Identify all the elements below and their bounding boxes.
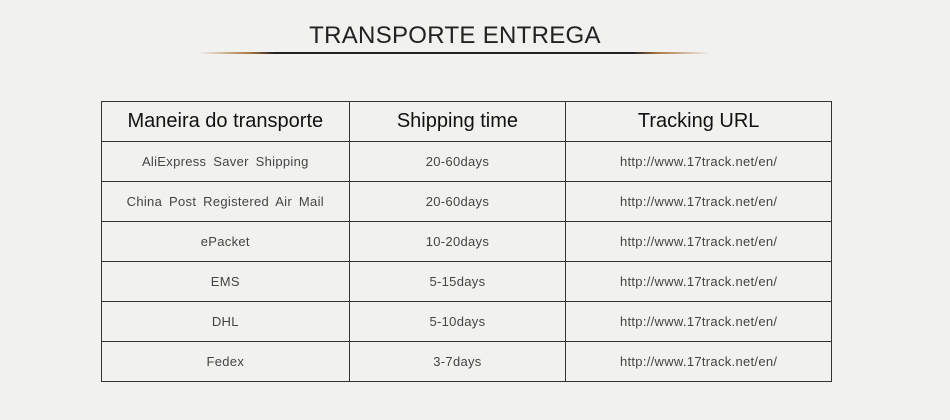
url-cell[interactable]: http://www.17track.net/en/ — [565, 181, 832, 222]
shipping-table: Maneira do transporte Shipping time Trac… — [101, 101, 832, 382]
method-cell: AliExpress Saver Shipping — [101, 141, 350, 182]
header-tracking-url: Tracking URL — [565, 101, 832, 142]
header-shipping-time: Shipping time — [348, 101, 567, 142]
table-row: China Post Registered Air Mail 20-60days… — [101, 181, 832, 222]
title-underline — [198, 52, 710, 54]
table-row: Fedex 3-7days http://www.17track.net/en/ — [101, 341, 832, 382]
time-cell: 20-60days — [348, 181, 567, 222]
url-cell[interactable]: http://www.17track.net/en/ — [565, 301, 832, 342]
time-cell: 5-10days — [348, 301, 567, 342]
page-title: TRANSPORTE ENTREGA — [309, 22, 601, 49]
time-cell: 5-15days — [348, 261, 567, 302]
table-row: ePacket 10-20days http://www.17track.net… — [101, 221, 832, 262]
url-cell[interactable]: http://www.17track.net/en/ — [565, 341, 832, 382]
time-cell: 10-20days — [348, 221, 567, 262]
method-cell: Fedex — [101, 341, 350, 382]
table-row: EMS 5-15days http://www.17track.net/en/ — [101, 261, 832, 302]
table-header-row: Maneira do transporte Shipping time Trac… — [101, 101, 832, 142]
method-cell: ePacket — [101, 221, 350, 262]
url-cell[interactable]: http://www.17track.net/en/ — [565, 221, 832, 262]
table-row: AliExpress Saver Shipping 20-60days http… — [101, 141, 832, 182]
method-cell: China Post Registered Air Mail — [101, 181, 350, 222]
time-cell: 3-7days — [348, 341, 567, 382]
url-cell[interactable]: http://www.17track.net/en/ — [565, 261, 832, 302]
time-cell: 20-60days — [348, 141, 567, 182]
method-cell: DHL — [101, 301, 350, 342]
header-method: Maneira do transporte — [101, 101, 350, 142]
url-cell[interactable]: http://www.17track.net/en/ — [565, 141, 832, 182]
method-cell: EMS — [101, 261, 350, 302]
table-row: DHL 5-10days http://www.17track.net/en/ — [101, 301, 832, 342]
